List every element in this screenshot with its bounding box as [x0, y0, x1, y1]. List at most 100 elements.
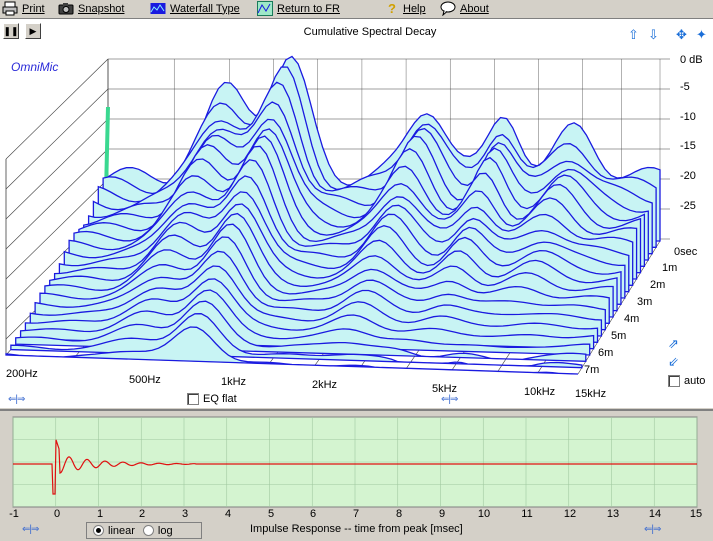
snapshot-button[interactable]: Snapshot [58, 0, 124, 17]
time-label-4: 4m [624, 313, 640, 325]
waterfall-type-label: Waterfall Type [170, 2, 240, 15]
compress-vertical-icon[interactable]: ✦ [696, 27, 707, 42]
db-label-5: -5 [680, 81, 690, 93]
impulse-x-tick: 7 [352, 508, 360, 520]
linear-label: linear [108, 524, 135, 537]
grid-line [5, 88, 109, 190]
impulse-trace [13, 439, 697, 495]
db-label-0: 0 dB [680, 54, 703, 66]
db-label-20: -20 [680, 170, 696, 182]
linear-radio[interactable]: linear [93, 525, 135, 537]
waterfall-plot[interactable] [0, 19, 713, 409]
impulse-x-tick: 14 [648, 508, 662, 520]
about-label: About [460, 2, 489, 15]
freq-label-10khz: 10kHz [524, 386, 556, 398]
impulse-pan-left-arrows-icon[interactable]: ⇐|⇒ [22, 524, 39, 535]
log-label: log [157, 524, 173, 537]
pause-icon: ❚❚ [3, 25, 19, 36]
snapshot-label: Snapshot [78, 2, 125, 15]
toolbar: Print Snapshot Waterfall Type Return to … [0, 0, 713, 17]
time-label-5: 5m [611, 330, 627, 342]
frequency-response-icon [257, 1, 273, 16]
grid-line [5, 118, 109, 220]
freq-label-500hz: 500Hz [129, 374, 161, 386]
impulse-x-tick: 0 [53, 508, 61, 520]
return-to-fr-label: Return to FR [277, 2, 340, 15]
waterfall-icon [150, 3, 166, 14]
impulse-x-tick: -1 [9, 508, 19, 520]
db-label-15: -15 [680, 140, 696, 152]
impulse-x-tick: 2 [138, 508, 146, 520]
db-label-10: -10 [680, 111, 696, 123]
tilt-down-arrow-icon[interactable]: ⇙ [668, 354, 679, 369]
impulse-x-tick: 9 [438, 508, 446, 520]
impulse-x-tick: 13 [606, 508, 620, 520]
scale-down-arrow-icon[interactable]: ⇩ [648, 27, 659, 42]
log-radio-button[interactable] [142, 525, 154, 536]
print-button[interactable]: Print [2, 0, 45, 17]
waterfall-plot-panel: ❚❚ ▶ Cumulative Spectral Decay OmniMic ⇧… [0, 18, 713, 408]
waterfall-slices [5, 55, 661, 375]
auto-checkbox[interactable]: auto [668, 375, 705, 387]
about-button[interactable]: About [440, 0, 489, 17]
help-button[interactable]: ? Help [385, 0, 426, 17]
impulse-response-plot[interactable] [0, 411, 713, 541]
question-mark-icon: ? [388, 1, 396, 16]
impulse-x-tick: 4 [224, 508, 232, 520]
impulse-x-tick: 10 [477, 508, 491, 520]
impulse-x-tick: 8 [395, 508, 403, 520]
printer-icon [2, 1, 18, 16]
time-label-1: 1m [662, 262, 678, 274]
radio-selected-dot [96, 528, 101, 533]
grid-line [5, 178, 109, 280]
impulse-x-tick: 12 [563, 508, 577, 520]
pause-button[interactable]: ❚❚ [3, 23, 19, 39]
time-label-6: 6m [598, 347, 614, 359]
freq-label-200hz: 200Hz [6, 368, 38, 380]
impulse-response-panel: -1 0 1 2 3 4 5 6 7 8 9 10 11 12 13 14 15… [0, 409, 713, 541]
freq-label-1khz: 1kHz [221, 376, 247, 388]
linear-radio-button[interactable] [93, 525, 104, 536]
impulse-x-tick: 1 [96, 508, 104, 520]
grid-line [577, 240, 661, 375]
expand-vertical-icon[interactable]: ✥ [676, 27, 687, 42]
pan-left-right-arrows-icon[interactable]: ⇐|⇒ [8, 394, 25, 405]
impulse-x-tick: 5 [267, 508, 275, 520]
print-label: Print [22, 2, 45, 15]
auto-checkbox-box[interactable] [668, 375, 680, 387]
scale-up-arrow-icon[interactable]: ⇧ [628, 27, 639, 42]
time-label-2: 2m [650, 279, 666, 291]
impulse-x-tick: 15 [689, 508, 703, 520]
impulse-grid [12, 417, 698, 507]
impulse-x-tick: 11 [521, 508, 533, 520]
pan-right-arrows-icon[interactable]: ⇐|⇒ [441, 394, 458, 405]
db-label-25: -25 [680, 200, 696, 212]
speech-bubble-icon [440, 1, 456, 16]
impulse-x-tick: 3 [181, 508, 189, 520]
eq-flat-checkbox[interactable]: EQ flat [187, 393, 237, 405]
freq-label-5khz: 5kHz [432, 383, 458, 395]
impulse-pan-right-arrows-icon[interactable]: ⇐|⇒ [644, 524, 661, 535]
impulse-caption: Impulse Response -- time from peak [msec… [250, 523, 463, 535]
time-label-3: 3m [637, 296, 653, 308]
plot-title: Cumulative Spectral Decay [303, 26, 437, 38]
freq-label-15khz: 15kHz [575, 388, 607, 400]
freq-label-2khz: 2kHz [312, 379, 338, 391]
impulse-x-tick: 6 [309, 508, 317, 520]
play-icon: ▶ [29, 25, 37, 36]
log-radio[interactable]: log [142, 524, 173, 537]
help-label: Help [403, 2, 426, 15]
eq-flat-label: EQ flat [203, 393, 237, 405]
grid-line [5, 148, 109, 250]
eq-flat-checkbox-box[interactable] [187, 393, 199, 405]
waterfall-type-button[interactable]: Waterfall Type [150, 0, 240, 17]
tilt-up-arrow-icon[interactable]: ⇗ [668, 336, 679, 351]
brand-label: OmniMic [11, 60, 59, 74]
camera-icon [58, 3, 74, 15]
return-to-fr-button[interactable]: Return to FR [257, 0, 340, 17]
decay-slice [10, 313, 583, 369]
grid-line [5, 58, 109, 160]
play-button[interactable]: ▶ [25, 23, 41, 39]
auto-label: auto [684, 375, 706, 387]
